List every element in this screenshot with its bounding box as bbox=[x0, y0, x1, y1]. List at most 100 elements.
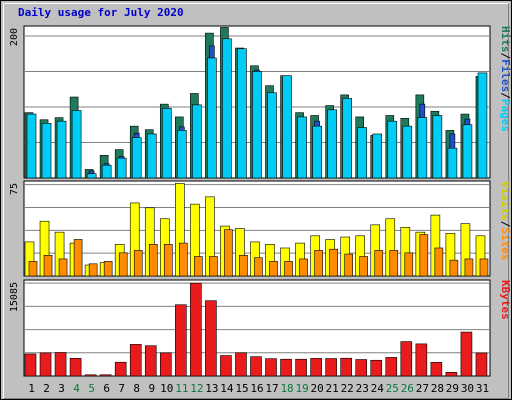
bar-kbytes-day-11 bbox=[175, 304, 187, 377]
bar-pages-day-17 bbox=[267, 92, 277, 179]
x-tick-label-23: 23 bbox=[356, 382, 369, 395]
bar-sites-day-15 bbox=[239, 254, 248, 277]
bar-sites-day-18 bbox=[284, 261, 293, 277]
chart-frame-bevel bbox=[3, 3, 509, 399]
bar-pages-day-10 bbox=[161, 108, 172, 179]
x-tick-label-18: 18 bbox=[280, 382, 293, 395]
bar-sites-day-13 bbox=[209, 256, 218, 277]
bar-kbytes-day-13 bbox=[205, 300, 217, 377]
bar-pages-day-29 bbox=[447, 147, 458, 179]
bar-pages-day-3 bbox=[56, 120, 67, 179]
max-label-visits_sites: 75 bbox=[9, 183, 20, 195]
bar-sites-day-14 bbox=[224, 229, 233, 277]
legend-item-kbytes-0: KBytes bbox=[499, 280, 512, 320]
bar-pages-day-11 bbox=[177, 130, 187, 179]
legend-item-visits_sites-2: Sites bbox=[499, 227, 512, 260]
bar-pages-day-22 bbox=[342, 98, 352, 179]
bar-sites-day-27 bbox=[419, 234, 429, 277]
bar-kbytes-day-5 bbox=[84, 374, 97, 377]
x-tick-label-22: 22 bbox=[341, 382, 354, 395]
bar-sites-day-23 bbox=[359, 256, 369, 277]
bar-sites-day-25 bbox=[389, 250, 399, 277]
x-tick-label-7: 7 bbox=[118, 382, 125, 395]
bar-kbytes-day-4 bbox=[69, 357, 82, 377]
bar-sites-day-12 bbox=[194, 256, 203, 277]
bar-pages-day-24 bbox=[372, 133, 383, 179]
x-tick-label-15: 15 bbox=[235, 382, 248, 395]
bar-pages-day-4 bbox=[71, 110, 82, 179]
bar-sites-day-4 bbox=[73, 239, 83, 277]
max-label-kbytes: 15085 bbox=[9, 282, 20, 312]
bar-kbytes-day-9 bbox=[144, 345, 157, 377]
bar-pages-day-31 bbox=[477, 72, 488, 179]
bar-pages-day-5 bbox=[86, 173, 97, 179]
bar-kbytes-day-14 bbox=[220, 355, 232, 377]
x-tick-label-28: 28 bbox=[431, 382, 444, 395]
bar-sites-day-21 bbox=[329, 248, 338, 277]
bar-kbytes-day-24 bbox=[370, 359, 383, 377]
bar-pages-day-1 bbox=[26, 113, 37, 179]
bar-pages-day-30 bbox=[462, 124, 473, 179]
bar-sites-day-7 bbox=[118, 252, 128, 277]
max-label-hits_files_pages: 200 bbox=[9, 28, 20, 46]
x-tick-label-14: 14 bbox=[220, 382, 234, 395]
bar-pages-day-9 bbox=[146, 133, 157, 179]
x-tick-label-24: 24 bbox=[371, 382, 385, 395]
x-tick-label-25: 25 bbox=[386, 382, 399, 395]
bar-pages-day-28 bbox=[432, 115, 443, 179]
x-tick-label-20: 20 bbox=[311, 382, 324, 395]
legend-item-visits_sites-1: / bbox=[499, 221, 512, 228]
legend-item-hits_files_pages-4: Pages bbox=[499, 99, 512, 132]
legend-hits_files_pages: Hits/Files/Pages bbox=[499, 26, 512, 132]
x-tick-label-5: 5 bbox=[88, 382, 95, 395]
bar-pages-day-7 bbox=[116, 157, 127, 179]
bar-sites-day-9 bbox=[148, 244, 158, 277]
bar-sites-day-1 bbox=[28, 261, 38, 277]
x-tick-label-30: 30 bbox=[461, 382, 474, 395]
bar-kbytes-day-16 bbox=[250, 356, 262, 377]
bar-kbytes-day-28 bbox=[430, 361, 443, 377]
bar-kbytes-day-2 bbox=[39, 352, 52, 377]
x-tick-label-11: 11 bbox=[175, 382, 188, 395]
bar-pages-day-25 bbox=[387, 120, 398, 179]
chart-title: Daily usage for July 2020 bbox=[18, 6, 184, 19]
x-tick-label-12: 12 bbox=[190, 382, 203, 395]
bar-kbytes-day-19 bbox=[295, 358, 307, 377]
legend-item-hits_files_pages-2: Files bbox=[499, 59, 512, 92]
bar-sites-day-31 bbox=[479, 258, 489, 277]
x-tick-label-21: 21 bbox=[326, 382, 339, 395]
x-tick-label-9: 9 bbox=[148, 382, 155, 395]
bar-pages-day-13 bbox=[207, 57, 217, 179]
bar-kbytes-day-8 bbox=[129, 344, 142, 377]
x-tick-label-31: 31 bbox=[476, 382, 489, 395]
bar-sites-day-24 bbox=[374, 250, 384, 277]
bar-pages-day-6 bbox=[101, 164, 112, 179]
bar-pages-day-16 bbox=[252, 71, 262, 179]
bar-sites-day-6 bbox=[103, 261, 113, 277]
bar-pages-day-15 bbox=[237, 48, 247, 179]
bar-pages-day-12 bbox=[192, 104, 202, 179]
bar-kbytes-day-26 bbox=[400, 341, 413, 377]
bar-sites-day-19 bbox=[299, 258, 308, 277]
legend-kbytes: KBytes bbox=[499, 280, 512, 320]
bar-kbytes-day-12 bbox=[190, 282, 202, 377]
bar-kbytes-day-31 bbox=[475, 352, 488, 377]
bar-sites-day-16 bbox=[254, 257, 263, 277]
bar-kbytes-day-10 bbox=[159, 352, 172, 377]
bar-kbytes-day-22 bbox=[340, 357, 352, 377]
bar-sites-day-5 bbox=[88, 263, 98, 277]
legend-item-hits_files_pages-1: / bbox=[499, 53, 512, 60]
bar-pages-day-8 bbox=[131, 137, 142, 179]
x-tick-label-2: 2 bbox=[43, 382, 50, 395]
bar-pages-day-2 bbox=[41, 123, 52, 179]
bar-kbytes-day-23 bbox=[355, 359, 368, 377]
x-tick-label-6: 6 bbox=[103, 382, 110, 395]
bar-kbytes-day-17 bbox=[265, 358, 277, 377]
bar-kbytes-day-15 bbox=[235, 352, 247, 377]
bar-kbytes-day-18 bbox=[280, 358, 292, 377]
x-tick-label-10: 10 bbox=[160, 382, 173, 395]
bar-pages-day-23 bbox=[357, 127, 368, 179]
bar-sites-day-28 bbox=[434, 247, 444, 277]
